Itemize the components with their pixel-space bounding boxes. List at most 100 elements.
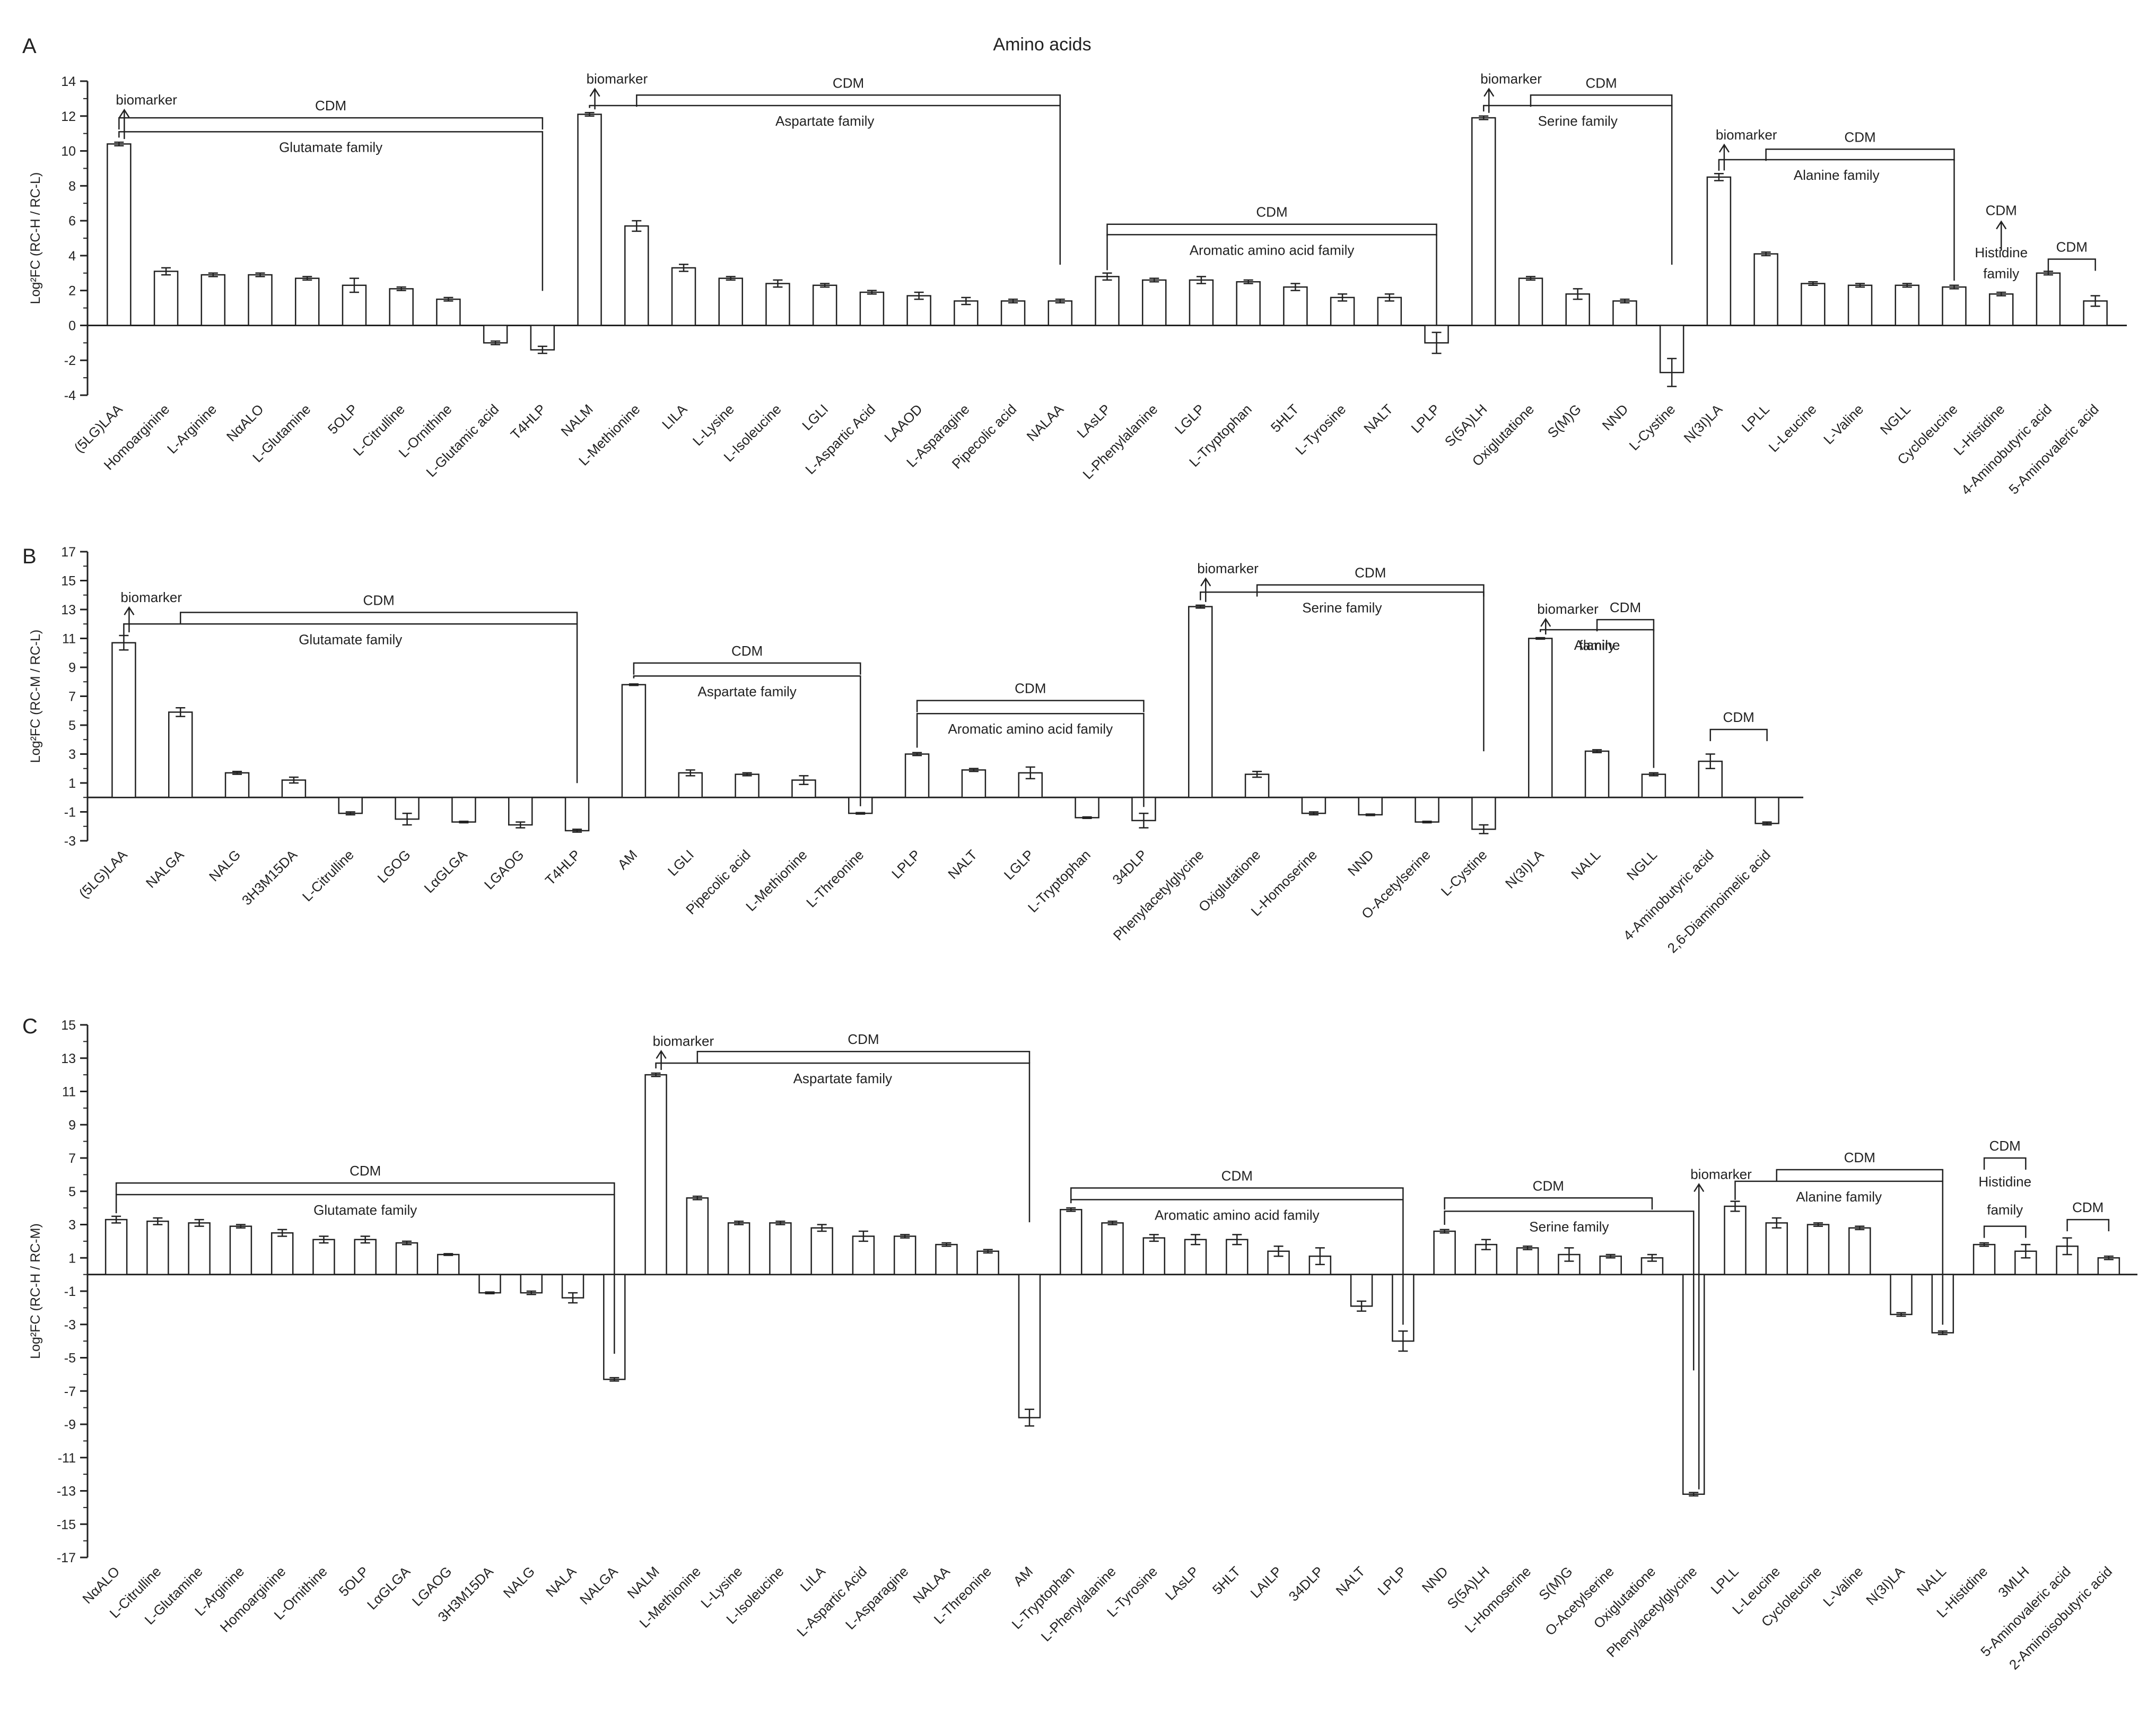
annotation-c-0-label: CDM <box>350 1163 381 1179</box>
bar-c-8 <box>437 1253 460 1275</box>
bar-b-15 <box>961 769 987 798</box>
y-tick-label-b-6: 9 <box>68 660 76 675</box>
y-tick-label-b-1: -1 <box>64 805 76 820</box>
bar-c-14 <box>686 1197 709 1275</box>
annotation-b-10-line <box>1596 619 1655 632</box>
x-tick-label-a-2: L-Arginine <box>164 401 220 457</box>
bar-b-25 <box>1528 638 1553 798</box>
annotation-b-9-label: biomarker <box>1197 561 1259 577</box>
annotation-c-1-line <box>115 1194 615 1354</box>
y-tick-label-a-0: -4 <box>64 388 76 403</box>
annotation-c-15-line <box>1983 1225 2027 1238</box>
x-tick-label-a-10: NALM <box>558 401 596 439</box>
annotation-a-15-label: Histidine <box>1975 245 2028 260</box>
bar-a-10 <box>577 114 602 326</box>
annotation-b-14-line <box>1709 728 1768 742</box>
annotation-b-0-line <box>180 612 578 624</box>
y-tick-label-b-2: 1 <box>68 776 76 791</box>
x-tick-label-b-29: 2,6-Diaminoimelic acid <box>1664 847 1774 956</box>
annotation-b-3-label: CDM <box>731 643 763 659</box>
y-tick-label-c-10: 3 <box>68 1218 76 1233</box>
annotation-c-3-line <box>655 1062 1031 1223</box>
annotation-a-8-line <box>1530 94 1673 107</box>
annotation-a-12-label: Alanine family <box>1794 167 1880 183</box>
bar-b-10 <box>678 772 703 798</box>
y-tick-label-c-4: -9 <box>64 1417 76 1432</box>
x-tick-label-a-20: NALAA <box>1024 401 1067 445</box>
x-tick-label-b-18: 34DLP <box>1109 847 1150 887</box>
annotation-b-6-label: Aromatic amino acid family <box>948 721 1113 737</box>
bar-c-4 <box>270 1232 294 1275</box>
annotation-b-3-line <box>633 662 861 675</box>
annotation-c-4-arrow-head <box>656 1050 667 1059</box>
y-tick-label-c-11: 5 <box>68 1185 76 1199</box>
x-tick-label-a-32: NND <box>1599 401 1631 433</box>
y-tick-label-b-4: 5 <box>68 718 76 733</box>
bar-c-45 <box>1972 1243 1996 1275</box>
x-tick-label-b-9: AM <box>614 847 640 873</box>
y-tick-label-a-6: 8 <box>68 179 76 194</box>
bar-b-27 <box>1641 773 1666 798</box>
bar-a-2 <box>200 274 226 326</box>
bar-b-8 <box>564 797 590 832</box>
annotation-c-8-label: Serine family <box>1529 1218 1609 1234</box>
bar-b-4 <box>338 797 363 814</box>
x-tick-label-c-22: AM <box>1010 1563 1036 1589</box>
y-tick-label-b-8: 13 <box>61 603 76 617</box>
figure-title: Amino acids <box>993 34 1091 55</box>
annotation-a-0-label: CDM <box>315 98 346 114</box>
bar-a-41 <box>2036 272 2061 326</box>
x-tick-label-b-6: LαGLGA <box>421 847 470 896</box>
bar-c-17 <box>810 1227 833 1275</box>
annotation-a-5-arrow-head <box>589 88 600 97</box>
x-tick-label-c-7: LαGLGA <box>364 1563 414 1613</box>
x-tick-label-a-38: NGLL <box>1877 401 1914 438</box>
bar-a-32 <box>1612 300 1637 326</box>
y-tick-label-c-1: -15 <box>57 1517 76 1532</box>
x-tick-label-a-41: 4-Aminobutyric acid <box>1958 401 2055 498</box>
bar-c-27 <box>1226 1239 1249 1275</box>
y-tick-label-a-4: 4 <box>68 249 76 264</box>
x-tick-label-a-33: L-Cystine <box>1626 401 1679 454</box>
annotation-c-9-arrow-head <box>1694 1183 1705 1192</box>
bar-c-18 <box>852 1235 875 1275</box>
annotation-a-17-line <box>2047 258 2096 271</box>
annotation-c-11-line <box>1734 1180 1944 1325</box>
x-tick-label-c-29: 34DLP <box>1286 1563 1326 1604</box>
x-tick-label-c-44: NALL <box>1914 1563 1949 1599</box>
bar-b-11 <box>735 773 760 798</box>
y-tick-label-a-1: -2 <box>64 353 76 368</box>
bar-c-3 <box>229 1225 252 1275</box>
x-tick-label-c-28: LAILP <box>1247 1563 1285 1601</box>
y-tick-label-a-5: 6 <box>68 214 76 229</box>
annotation-c-2-label: CDM <box>848 1031 879 1047</box>
bar-a-24 <box>1236 281 1261 326</box>
bar-c-32 <box>1433 1230 1456 1275</box>
annotation-a-1-label: Glutamate family <box>279 139 382 155</box>
bar-a-1 <box>153 271 179 326</box>
bar-a-38 <box>1895 284 1920 326</box>
bar-c-25 <box>1142 1237 1166 1275</box>
y-tick-label-c-16: 15 <box>61 1018 76 1033</box>
annotation-b-8-label: Serine family <box>1302 599 1382 615</box>
annotation-a-9-line <box>1483 105 1673 265</box>
x-tick-label-c-11: NALA <box>543 1563 580 1600</box>
x-tick-label-b-24: L-Cystine <box>1438 847 1490 899</box>
y-tick-label-c-0: -17 <box>57 1551 76 1565</box>
x-tick-label-b-0: (5LG)LAA <box>76 847 130 901</box>
annotation-b-2-arrow-head <box>124 606 135 615</box>
x-tick-label-a-35: LPLL <box>1739 401 1773 435</box>
annotation-b-10-label: CDM <box>1610 599 1641 615</box>
bar-a-0 <box>107 143 132 326</box>
annotation-a-10-arrow-head <box>1483 88 1495 97</box>
x-tick-label-c-17: LILA <box>797 1563 828 1595</box>
annotation-c-12-line <box>1983 1157 2027 1170</box>
x-tick-label-b-16: LGLP <box>1001 847 1037 883</box>
bar-c-39 <box>1724 1205 1747 1275</box>
x-tick-label-c-24: L-Phenylalanine <box>1038 1563 1119 1644</box>
bar-b-2 <box>224 772 250 798</box>
annotation-c-1-label: Glutamate family <box>313 1202 417 1218</box>
bar-c-21 <box>976 1250 999 1275</box>
y-tick-label-b-3: 3 <box>68 747 76 762</box>
x-tick-label-b-4: L-Citrulline <box>299 847 357 904</box>
